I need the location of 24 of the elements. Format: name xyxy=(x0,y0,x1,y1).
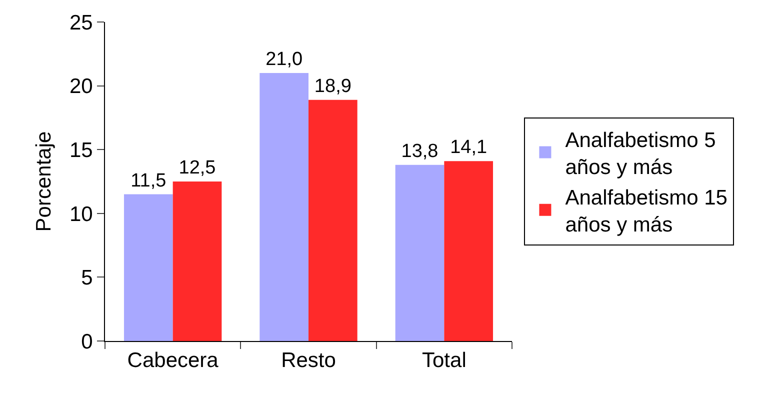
data-label: 21,0 xyxy=(266,49,303,70)
bar xyxy=(260,73,308,341)
y-tick-label: 20 xyxy=(69,75,93,98)
x-tick-label: Total xyxy=(422,349,466,372)
bar xyxy=(395,164,444,341)
data-label: 18,9 xyxy=(314,76,352,97)
legend-label: Analfabetismo 5 años y más xyxy=(565,128,716,180)
y-tick-label: 15 xyxy=(69,138,93,162)
data-label: 12,5 xyxy=(178,158,216,178)
y-tick-label: 0 xyxy=(81,330,93,354)
y-axis-title: Porcentaje xyxy=(32,131,56,232)
data-label: 13,8 xyxy=(401,140,438,162)
legend-label: Analfabetismo 15 años y más xyxy=(565,186,728,237)
bar xyxy=(172,182,222,341)
x-tick-label: Resto xyxy=(281,349,336,372)
bar xyxy=(308,100,358,341)
x-tick-label: Cabecera xyxy=(127,349,219,372)
data-label: 11,5 xyxy=(130,170,166,192)
y-tick-label: 25 xyxy=(69,11,93,34)
y-tick-label: 10 xyxy=(69,202,93,226)
bar xyxy=(444,161,494,341)
bar xyxy=(124,194,173,341)
data-label: 14,1 xyxy=(450,137,488,158)
y-tick-label: 5 xyxy=(81,266,93,290)
